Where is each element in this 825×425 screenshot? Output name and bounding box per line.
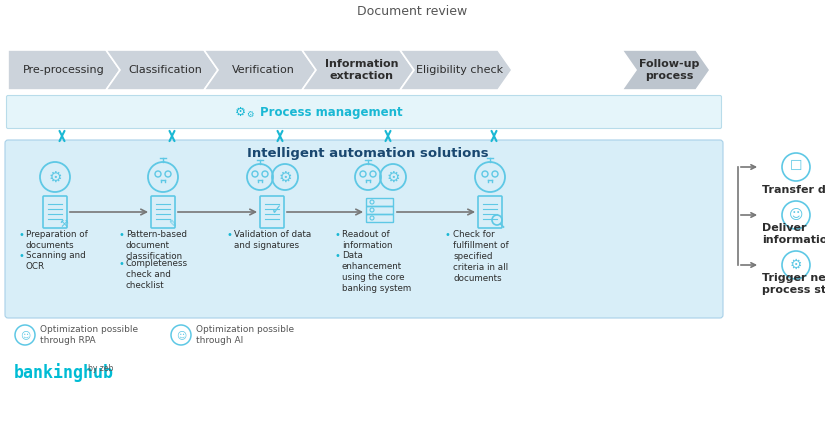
Text: Scanning and
OCR: Scanning and OCR [26, 251, 86, 271]
FancyBboxPatch shape [5, 140, 723, 318]
Text: ☐: ☐ [790, 159, 802, 173]
Polygon shape [8, 50, 120, 90]
Text: by zeb: by zeb [88, 364, 113, 373]
Text: Follow-up
process: Follow-up process [639, 59, 700, 81]
Text: Preparation of
documents: Preparation of documents [26, 230, 87, 250]
Text: bankinghub: bankinghub [14, 363, 114, 382]
Text: •: • [118, 259, 124, 269]
Text: ⚙: ⚙ [278, 170, 292, 184]
FancyBboxPatch shape [7, 96, 722, 128]
Text: Classification: Classification [129, 65, 202, 75]
Text: ⚒: ⚒ [59, 219, 68, 229]
Text: Transfer data: Transfer data [762, 185, 825, 195]
Text: Data
enhancement
using the core
banking system: Data enhancement using the core banking … [342, 251, 411, 293]
Text: •: • [445, 230, 451, 240]
Text: Validation of data
and signatures: Validation of data and signatures [234, 230, 311, 250]
Polygon shape [622, 50, 710, 90]
Text: ⚙: ⚙ [790, 258, 802, 272]
Text: Process management: Process management [260, 105, 403, 119]
Text: •: • [334, 230, 340, 240]
Polygon shape [302, 50, 414, 90]
Text: ⚙: ⚙ [234, 105, 246, 119]
Text: Pre-processing: Pre-processing [23, 65, 105, 75]
Text: Optimization possible
through AI: Optimization possible through AI [196, 325, 295, 345]
Polygon shape [106, 50, 218, 90]
Text: •: • [226, 230, 232, 240]
Text: ⚙: ⚙ [48, 170, 62, 184]
Text: ⚙: ⚙ [386, 170, 400, 184]
Text: Completeness
check and
checklist: Completeness check and checklist [126, 259, 188, 290]
Text: Document review: Document review [357, 5, 467, 18]
Text: Information
extraction: Information extraction [325, 59, 398, 81]
Polygon shape [400, 50, 512, 90]
Text: Readout of
information: Readout of information [342, 230, 393, 250]
Text: Eligibility check: Eligibility check [416, 65, 503, 75]
Polygon shape [204, 50, 316, 90]
Text: •: • [18, 230, 24, 240]
Text: Check for
fulfillment of
specified
criteria in all
documents: Check for fulfillment of specified crite… [453, 230, 509, 283]
Text: •: • [18, 251, 24, 261]
Text: ⚙: ⚙ [246, 110, 254, 119]
Text: •: • [118, 230, 124, 240]
Text: ✓: ✓ [271, 203, 283, 217]
Text: ☺: ☺ [789, 208, 804, 222]
Text: ☺: ☺ [20, 330, 30, 340]
Text: •: • [334, 251, 340, 261]
Text: Verification: Verification [232, 65, 295, 75]
Text: ✎: ✎ [168, 219, 176, 229]
Text: Pattern-based
document
classification: Pattern-based document classification [126, 230, 187, 261]
Text: Optimization possible
through RPA: Optimization possible through RPA [40, 325, 138, 345]
Text: Intelligent automation solutions: Intelligent automation solutions [248, 147, 488, 160]
Text: ☺: ☺ [176, 330, 186, 340]
Text: Deliver
information: Deliver information [762, 223, 825, 245]
Text: Trigger next
process step: Trigger next process step [762, 273, 825, 295]
